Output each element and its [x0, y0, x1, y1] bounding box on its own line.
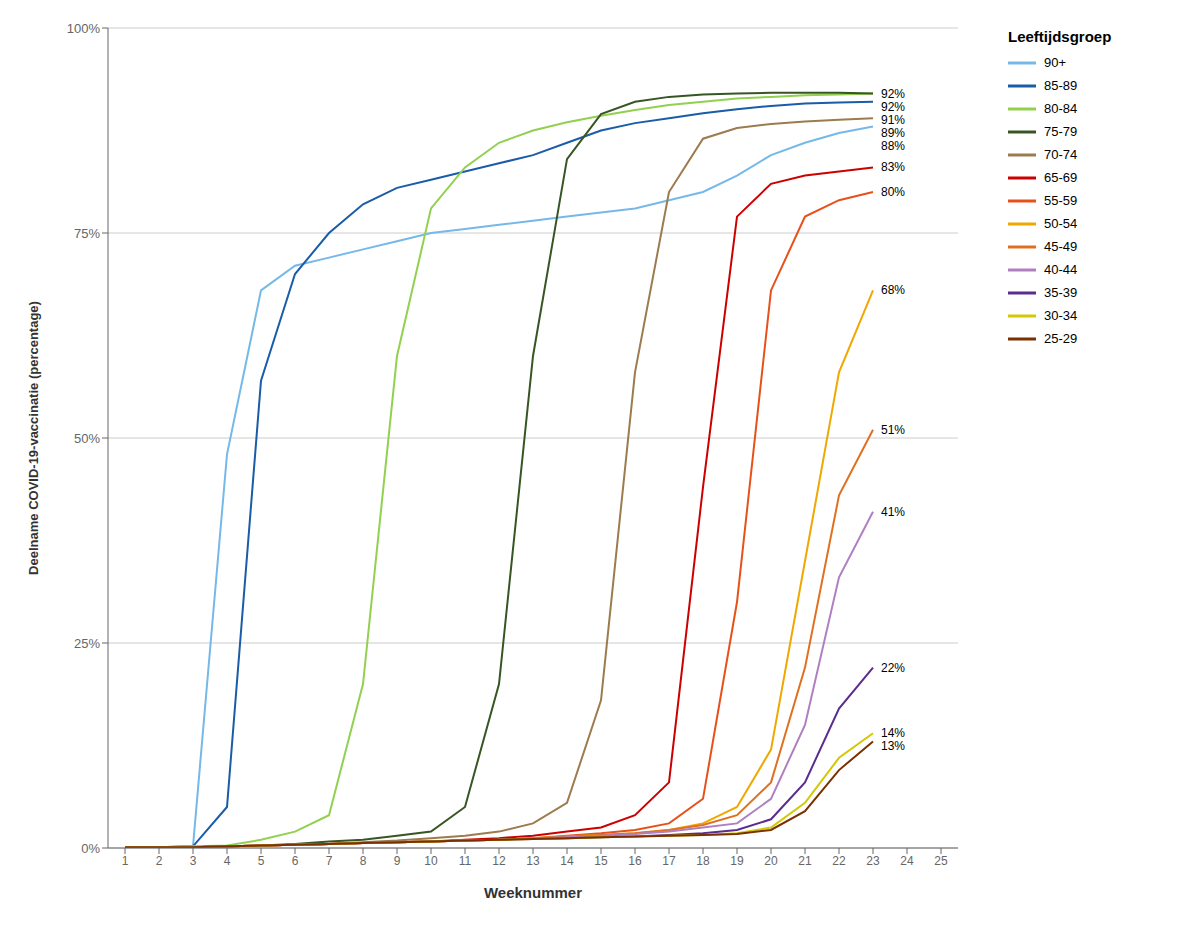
svg-text:11: 11	[459, 854, 472, 868]
svg-text:5: 5	[258, 854, 265, 868]
html-text:80-84: 80-84	[1044, 101, 1078, 116]
html-text:35-39: 35-39	[1044, 285, 1078, 300]
svg-text:23: 23	[866, 854, 880, 868]
svg-text:8: 8	[360, 854, 367, 868]
svg-text:91%: 91%	[881, 113, 905, 127]
svg-text:9: 9	[394, 854, 401, 868]
html-text:75-79: 75-79	[1044, 124, 1078, 139]
svg-text:92%: 92%	[881, 100, 905, 114]
svg-text:13: 13	[526, 854, 540, 868]
html-text:65-69: 65-69	[1044, 170, 1078, 185]
svg-text:1: 1	[122, 854, 129, 868]
svg-text:20: 20	[764, 854, 778, 868]
svg-text:Deelname COVID-19-vaccinatie (: Deelname COVID-19-vaccinatie (percentage…	[26, 301, 41, 575]
svg-text:10: 10	[424, 854, 438, 868]
html-text:55-59: 55-59	[1044, 193, 1078, 208]
html-text:40-44: 40-44	[1044, 262, 1078, 277]
html-text:90+: 90+	[1044, 55, 1067, 70]
svg-text:14: 14	[560, 854, 574, 868]
html-text:25-29: 25-29	[1044, 331, 1078, 346]
svg-text:15: 15	[594, 854, 608, 868]
svg-text:21: 21	[798, 854, 812, 868]
svg-text:51%: 51%	[881, 423, 905, 437]
html-text:Leeftijdsgroep: Leeftijdsgroep	[1008, 28, 1112, 45]
svg-text:4: 4	[224, 854, 231, 868]
html-text:85-89: 85-89	[1044, 78, 1078, 93]
svg-text:89%: 89%	[881, 126, 905, 140]
svg-text:22%: 22%	[881, 661, 905, 675]
html-text:30-34: 30-34	[1044, 308, 1078, 323]
svg-text:18: 18	[696, 854, 710, 868]
svg-text:24: 24	[900, 854, 914, 868]
svg-text:17: 17	[662, 854, 676, 868]
svg-text:50%: 50%	[74, 431, 100, 446]
svg-text:41%: 41%	[881, 505, 905, 519]
svg-text:88%: 88%	[881, 139, 905, 153]
svg-text:7: 7	[326, 854, 333, 868]
svg-text:12: 12	[492, 854, 506, 868]
svg-text:19: 19	[730, 854, 744, 868]
svg-text:92%: 92%	[881, 87, 905, 101]
svg-text:13%: 13%	[881, 739, 905, 753]
svg-text:Weeknummer: Weeknummer	[484, 884, 582, 901]
svg-text:83%: 83%	[881, 160, 905, 174]
svg-text:80%: 80%	[881, 185, 905, 199]
svg-text:16: 16	[628, 854, 642, 868]
svg-text:100%: 100%	[67, 21, 101, 36]
svg-text:0%: 0%	[81, 841, 100, 856]
svg-text:2: 2	[156, 854, 163, 868]
svg-text:75%: 75%	[74, 226, 100, 241]
html-text:45-49: 45-49	[1044, 239, 1078, 254]
svg-text:22: 22	[832, 854, 846, 868]
svg-text:6: 6	[292, 854, 299, 868]
svg-text:25: 25	[934, 854, 948, 868]
svg-text:68%: 68%	[881, 283, 905, 297]
html-text:50-54: 50-54	[1044, 216, 1078, 231]
svg-text:25%: 25%	[74, 636, 100, 651]
svg-text:14%: 14%	[881, 726, 905, 740]
svg-text:3: 3	[190, 854, 197, 868]
html-text:70-74: 70-74	[1044, 147, 1078, 162]
